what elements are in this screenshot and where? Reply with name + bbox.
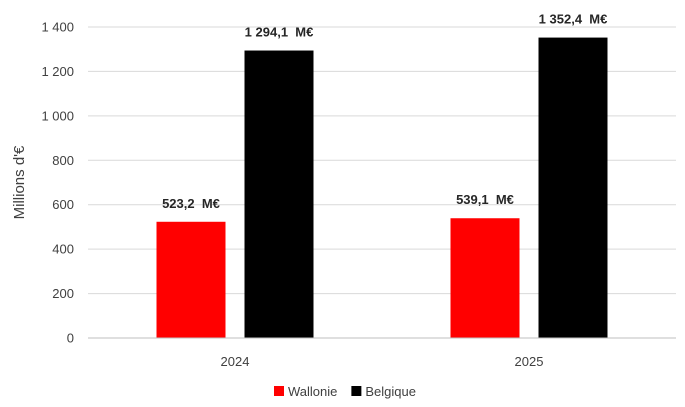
y-tick-label: 1 400	[41, 20, 74, 35]
bar-wallonie-2025	[450, 218, 520, 338]
y-tick-label: 1 200	[41, 64, 74, 79]
y-axis-ticks: 0 200 400 600 800 1 000 1 200 1 400	[41, 20, 74, 346]
x-tick-label: 2025	[515, 354, 544, 369]
legend-swatch-wallonie	[274, 386, 284, 396]
y-tick-label: 600	[52, 197, 74, 212]
x-axis-ticks: 2024 2025	[221, 354, 544, 369]
data-label: 523,2 M€	[162, 196, 220, 211]
legend-label-belgique: Belgique	[365, 384, 416, 399]
y-axis-label: Millions d'€	[11, 145, 28, 219]
data-label: 1 352,4 M€	[539, 12, 608, 27]
data-label: 539,1 M€	[456, 192, 514, 207]
y-tick-label: 200	[52, 286, 74, 301]
legend-label-wallonie: Wallonie	[288, 384, 337, 399]
legend-swatch-belgique	[351, 386, 362, 396]
bars	[156, 37, 608, 338]
data-labels: 523,2 M€ 1 294,1 M€ 539,1 M€ 1 352,4 M€	[162, 12, 607, 211]
y-tick-label: 0	[67, 331, 74, 346]
x-tick-label: 2024	[221, 354, 250, 369]
bar-wallonie-2024	[156, 221, 226, 338]
y-tick-label: 800	[52, 153, 74, 168]
bar-belgique-2025	[538, 37, 608, 338]
legend: Wallonie Belgique	[274, 384, 416, 399]
bar-belgique-2024	[244, 50, 314, 338]
data-label: 1 294,1 M€	[245, 25, 314, 40]
y-tick-label: 400	[52, 242, 74, 257]
y-tick-label: 1 000	[41, 108, 74, 123]
